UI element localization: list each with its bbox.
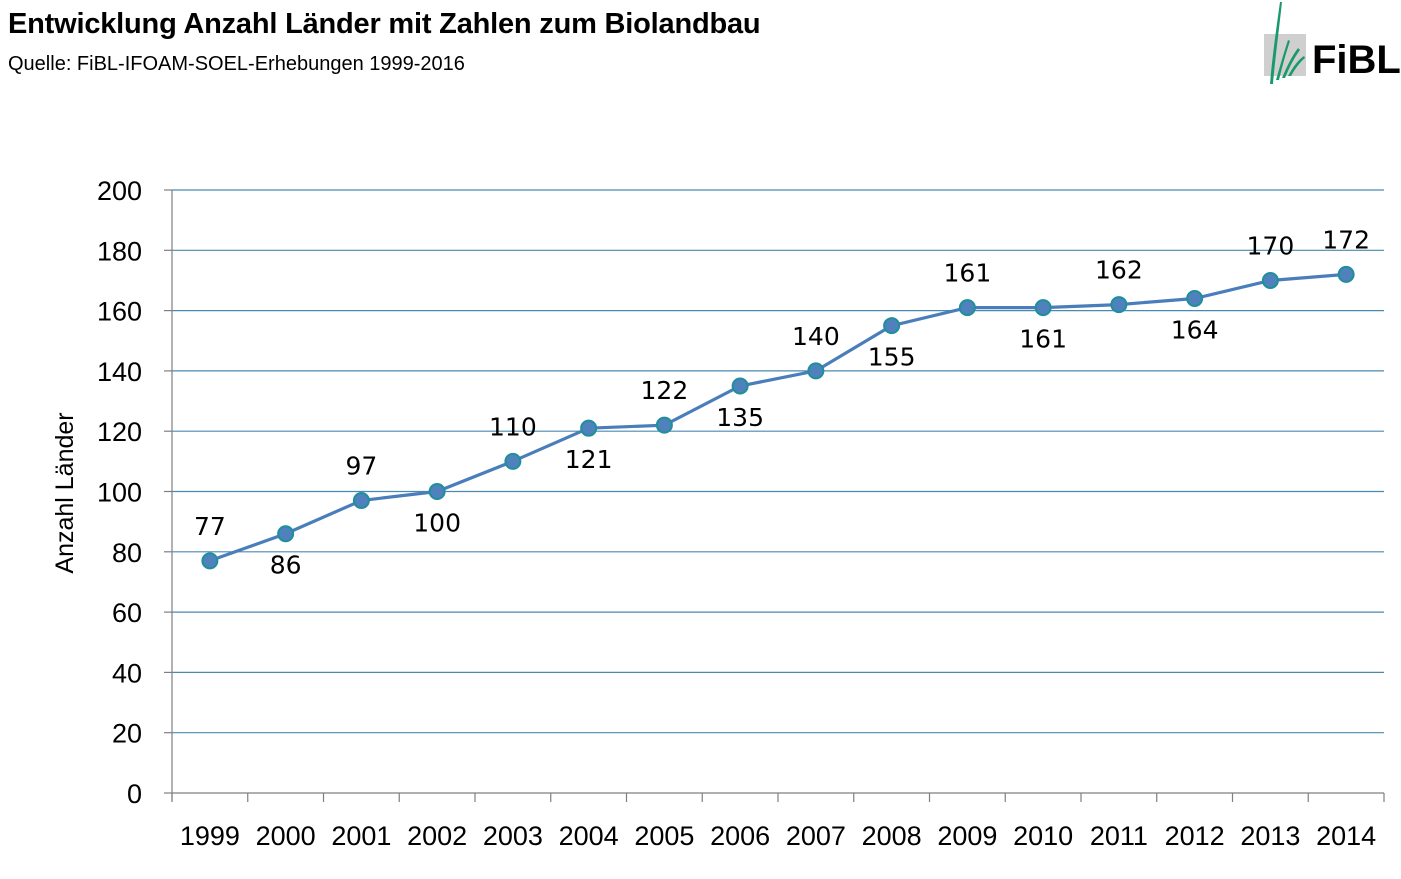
y-tick-label: 60 <box>112 598 142 628</box>
data-label: 110 <box>489 412 537 441</box>
data-label: 155 <box>868 343 916 372</box>
data-label: 122 <box>641 376 689 405</box>
x-tick-label: 2014 <box>1316 821 1376 851</box>
data-label: 135 <box>716 403 764 432</box>
x-tick-label: 2000 <box>256 821 316 851</box>
data-point <box>1034 299 1052 317</box>
data-label: 121 <box>565 445 613 474</box>
x-tick-label: 2012 <box>1165 821 1225 851</box>
y-tick-label: 140 <box>97 357 142 387</box>
data-point <box>1186 290 1204 308</box>
x-tick-label: 1999 <box>180 821 240 851</box>
data-label: 172 <box>1322 225 1370 254</box>
data-point <box>731 377 749 395</box>
data-point <box>1261 271 1279 289</box>
data-point <box>1337 265 1355 283</box>
x-tick-label: 2006 <box>710 821 770 851</box>
y-tick-label: 160 <box>97 297 142 327</box>
x-tick-label: 2011 <box>1090 821 1148 851</box>
data-label: 97 <box>345 452 377 481</box>
x-tick-label: 2010 <box>1013 821 1073 851</box>
data-point <box>580 419 598 437</box>
data-label: 164 <box>1171 316 1219 345</box>
data-point <box>958 299 976 317</box>
page-title: Entwicklung Anzahl Länder mit Zahlen zum… <box>8 8 761 40</box>
data-point <box>277 525 295 543</box>
y-tick-label: 0 <box>127 779 142 809</box>
y-tick-label: 180 <box>97 236 142 266</box>
y-tick-label: 120 <box>97 417 142 447</box>
y-tick-label: 80 <box>112 538 142 568</box>
fibl-logo-mark-icon <box>1264 2 1306 84</box>
data-label: 162 <box>1095 256 1143 285</box>
data-label: 86 <box>270 551 302 580</box>
source-subtitle: Quelle: FiBL-IFOAM-SOEL-Erhebungen 1999-… <box>8 53 465 75</box>
data-point <box>1110 296 1128 314</box>
data-label: 161 <box>944 259 992 288</box>
data-point <box>352 492 370 510</box>
data-label: 161 <box>1019 325 1067 354</box>
x-tick-label: 2009 <box>937 821 997 851</box>
data-label: 140 <box>792 322 840 351</box>
y-tick-label: 40 <box>112 658 142 688</box>
x-tick-label: 2005 <box>634 821 694 851</box>
data-point <box>428 483 446 500</box>
y-tick-label: 100 <box>97 478 142 508</box>
x-tick-label: 2004 <box>559 821 619 851</box>
data-point <box>655 416 673 434</box>
data-point <box>504 452 522 470</box>
y-tick-label: 20 <box>112 719 142 749</box>
data-label: 100 <box>413 509 461 538</box>
x-tick-label: 2008 <box>862 821 922 851</box>
x-tick-label: 2002 <box>407 821 467 851</box>
data-label: 170 <box>1247 231 1295 260</box>
logo-text: FiBL <box>1312 38 1401 82</box>
data-point <box>883 317 901 335</box>
series-line <box>209 272 1347 563</box>
x-tick-label: 2003 <box>483 821 543 851</box>
x-tick-label: 2013 <box>1240 821 1300 851</box>
y-axis-title: Anzahl Länder <box>51 412 79 573</box>
x-tick-label: 2001 <box>331 821 391 851</box>
data-point <box>807 362 825 380</box>
data-label: 77 <box>194 512 226 541</box>
y-tick-label: 200 <box>97 176 142 206</box>
data-point <box>201 552 219 570</box>
x-tick-label: 2007 <box>786 821 846 851</box>
fibl-logo: FiBL <box>1262 0 1401 88</box>
